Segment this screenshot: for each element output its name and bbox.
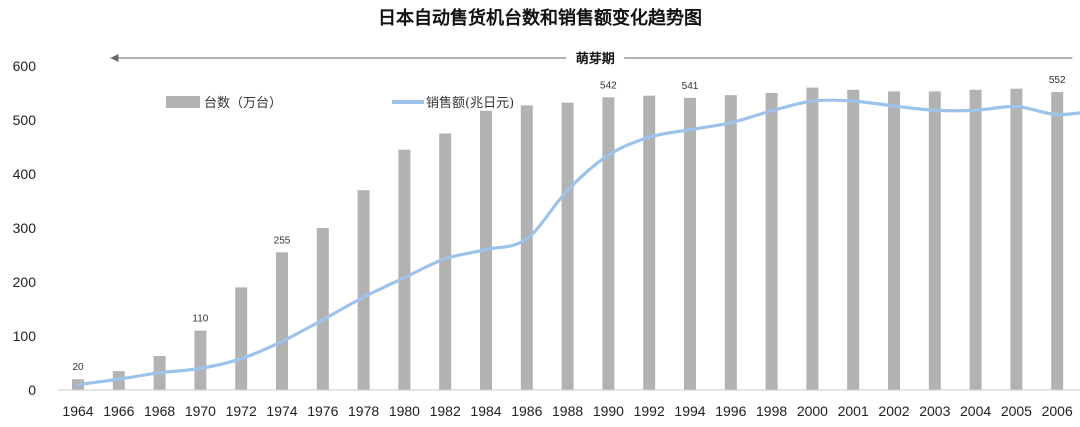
x-tick-label: 1966 xyxy=(103,403,134,419)
bar-1972 xyxy=(235,287,248,390)
y-tick-label: 300 xyxy=(13,220,37,236)
x-tick-label: 1984 xyxy=(470,403,501,419)
x-tick-label: 2004 xyxy=(960,403,991,419)
bar-1980 xyxy=(398,149,411,390)
data-label-1970: 110 xyxy=(192,314,208,325)
x-tick-label: 1998 xyxy=(756,403,787,419)
data-label-1974: 255 xyxy=(274,235,291,246)
legend-bar-label: 台数（万台） xyxy=(204,96,282,111)
x-tick-label: 1996 xyxy=(715,403,746,419)
x-tick-label: 1968 xyxy=(144,403,175,419)
x-tick-label: 2001 xyxy=(838,403,869,419)
y-tick-label: 500 xyxy=(13,112,37,128)
y-tick-label: 100 xyxy=(13,328,37,344)
x-tick-label: 1986 xyxy=(511,403,542,419)
x-tick-label: 1982 xyxy=(430,403,461,419)
bar-1994 xyxy=(684,97,696,391)
data-labels: 20 110 255 542 541 552 xyxy=(72,75,1066,373)
bar-2006 xyxy=(1051,91,1064,391)
x-tick-label: 2005 xyxy=(1001,403,1032,419)
x-tick-label: 1992 xyxy=(634,403,665,419)
chart-title: 日本自动售货机台数和销售额变化趋势图 xyxy=(378,7,702,29)
y-tick-label: 400 xyxy=(13,166,37,182)
bar-2003 xyxy=(928,91,941,390)
y-tick-label: 600 xyxy=(13,58,37,74)
y-tick-label: 200 xyxy=(13,274,37,290)
x-tick-label: 1980 xyxy=(389,403,420,419)
bar-1976 xyxy=(316,228,329,390)
x-tick-label: 1990 xyxy=(593,403,624,419)
bar-1978 xyxy=(357,190,370,390)
bar-1970 xyxy=(194,330,207,390)
phase-label-bg xyxy=(1072,48,1080,66)
sales-line xyxy=(76,98,1080,387)
legend: 台数（万台） 销售额(兆日元) xyxy=(166,95,514,111)
bar-1996 xyxy=(724,95,737,390)
x-tick-label: 1978 xyxy=(348,403,379,419)
bar-2000 xyxy=(806,87,819,390)
x-tick-label: 1974 xyxy=(266,403,297,419)
phase-label: 萌芽期 xyxy=(576,51,615,67)
x-tick-label: 1994 xyxy=(674,403,705,419)
x-tick-label: 1964 xyxy=(62,403,93,419)
bar-1982 xyxy=(439,133,452,390)
bar-2005 xyxy=(1010,88,1023,391)
bar-1986 xyxy=(520,105,533,391)
x-tick-label: 2003 xyxy=(919,403,950,419)
data-label-2006: 552 xyxy=(1049,75,1066,86)
bar-1974 xyxy=(276,252,288,390)
phase-label-bg xyxy=(566,48,625,66)
bar-2004 xyxy=(969,89,982,390)
bar-2002 xyxy=(888,91,900,390)
phase-annotations: 萌芽期高速发展期成熟期 xyxy=(110,48,1080,67)
x-tick-label: 2000 xyxy=(797,403,828,419)
legend-line-label: 销售额(兆日元) xyxy=(426,95,514,111)
bar-1992 xyxy=(643,95,656,390)
x-tick-label: 1988 xyxy=(552,403,583,419)
phase-arrow-head-left xyxy=(110,54,119,62)
bar-series xyxy=(72,87,1064,391)
phase-高速发展期: 高速发展期 xyxy=(1072,48,1080,66)
x-tick-label: 1976 xyxy=(307,403,338,419)
bar-1998 xyxy=(765,93,778,390)
y-axis: 0 100 200 300 400 500 600 xyxy=(13,58,37,398)
x-tick-label: 1972 xyxy=(226,403,257,419)
bar-1990 xyxy=(602,97,615,390)
data-label-1964: 20 xyxy=(72,362,84,373)
x-tick-label: 1970 xyxy=(185,403,216,419)
legend-bar-swatch xyxy=(166,96,200,108)
data-label-1994: 541 xyxy=(682,81,699,92)
bar-1988 xyxy=(561,102,574,390)
x-tick-label: 2002 xyxy=(878,403,909,419)
phase-萌芽期: 萌芽期 xyxy=(110,48,1080,67)
bar-2001 xyxy=(847,89,860,390)
y-tick-label: 0 xyxy=(28,382,36,398)
data-label-1990: 542 xyxy=(600,80,617,91)
x-axis-ticks: 1964 1966 1968 1970 1972 1974 1976 1978 1980 1982… xyxy=(62,403,1073,419)
x-tick-label: 2006 xyxy=(1042,403,1073,419)
